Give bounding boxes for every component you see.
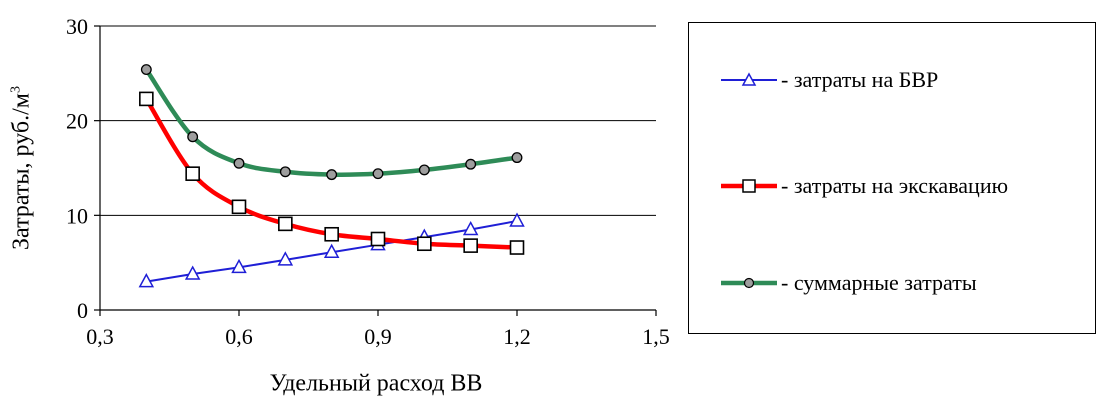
x-tick-label-3: 1,2 (503, 324, 531, 349)
marker-s2-p4 (326, 169, 338, 181)
marker-s2-p0 (140, 64, 152, 75)
x-tick-label-2: 0,9 (364, 324, 392, 349)
marker-s0-p1 (184, 265, 201, 280)
y-axis-label: Затраты, руб./м3 (8, 86, 35, 250)
marker-s1-p0 (139, 91, 154, 107)
legend-label-bvr: - затраты на БВР (781, 67, 939, 92)
marker-s1-p2 (231, 199, 247, 215)
marker-s0-p8 (509, 212, 525, 227)
legend-item-excavation: - затраты на экскавацию (719, 171, 1008, 201)
x-tick-label-4: 1,5 (642, 324, 670, 349)
marker-s1-p6 (417, 236, 432, 252)
legend-label-excavation: - затраты на экскавацию (781, 173, 1009, 198)
y-tick-label-3: 30 (66, 14, 88, 39)
marker-s2-p2 (233, 157, 245, 169)
legend-item-bvr: - затраты на БВР (719, 65, 938, 95)
gridlines (100, 25, 656, 216)
x-tick-label-1: 0,6 (225, 324, 253, 349)
marker-s2-p8 (511, 152, 523, 164)
x-tick-label-0: 0,3 (86, 324, 114, 349)
marker-s2-p3 (279, 166, 291, 178)
marker-s2-p6 (418, 164, 430, 176)
marker-s1-p7 (463, 238, 478, 253)
marker-s1-p5 (370, 231, 386, 247)
marker-s0-p7 (462, 220, 479, 236)
legend-swatch-total (721, 277, 777, 289)
y-tick-label-1: 10 (66, 203, 88, 228)
marker-s2-p1 (187, 131, 199, 143)
marker-s2-p5 (372, 168, 384, 180)
y-tick-label-0: 0 (77, 298, 88, 323)
tick-labels: 0 10 20 30 0,3 0,6 0,9 1,2 1,5 (66, 14, 670, 349)
marker-s1-p1 (185, 166, 200, 181)
marker-s0-p4 (323, 243, 340, 259)
marker-s0-p2 (231, 258, 247, 274)
legend-swatch-bvr (721, 72, 777, 86)
marker-s2-p7 (465, 158, 477, 170)
marker-s0-p3 (277, 251, 294, 266)
x-axis-label: Удельный расход ВВ (269, 370, 483, 397)
series-line-2 (144, 68, 518, 177)
series-markers (138, 64, 525, 288)
y-tick-label-2: 20 (66, 109, 88, 134)
axes (94, 25, 657, 316)
marker-s0-p0 (138, 273, 155, 288)
legend-item-total: - суммарные затраты (719, 268, 977, 298)
chart-svg: 0 10 20 30 0,3 0,6 0,9 1,2 1,5 (66, 14, 670, 349)
legend-label-total: - суммарные затраты (781, 270, 977, 295)
legend-swatch-excavation (721, 179, 777, 193)
legend: - затраты на БВР - затраты на экскавацию… (688, 22, 1096, 334)
marker-s1-p4 (324, 226, 339, 242)
marker-s1-p8 (509, 240, 525, 255)
marker-s1-p3 (278, 216, 293, 232)
